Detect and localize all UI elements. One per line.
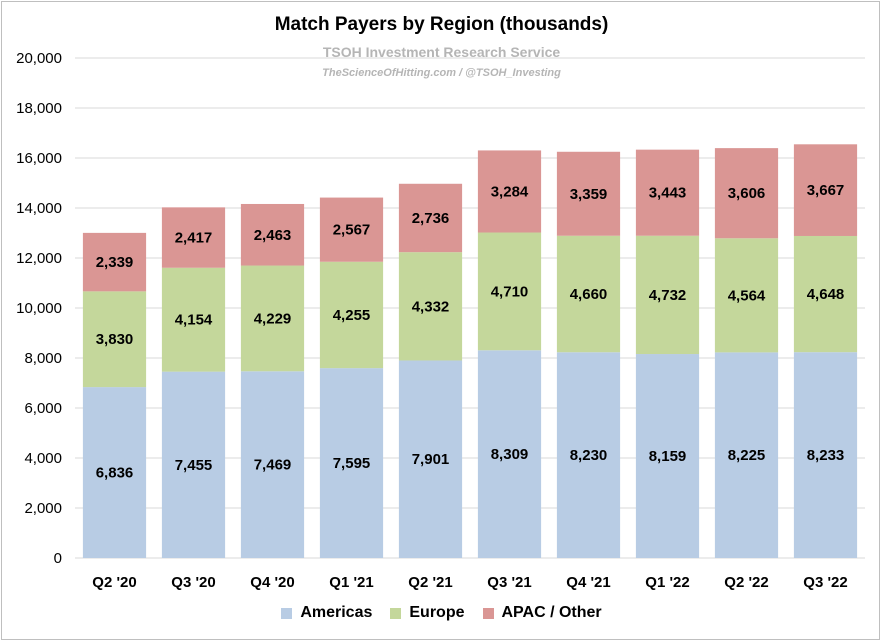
y-tick-label: 0 xyxy=(54,550,62,567)
bar-segment xyxy=(477,150,542,233)
data-label: 2,567 xyxy=(333,222,371,239)
legend-label-apac-other: APAC / Other xyxy=(501,604,602,621)
watermark-line-2: TheScienceOfHitting.com / @TSOH_Investin… xyxy=(322,67,561,79)
x-tick-label: Q3 '20 xyxy=(171,574,215,591)
data-label: 2,417 xyxy=(175,230,213,247)
x-tick-label: Q1 '22 xyxy=(645,574,689,591)
data-label: 8,230 xyxy=(570,447,608,464)
bar-segment xyxy=(319,368,384,558)
legend-swatch-europe xyxy=(390,607,402,619)
legend-label-europe: Europe xyxy=(409,604,465,621)
x-tick-label: Q2 '22 xyxy=(724,574,768,591)
x-tick-label: Q2 '21 xyxy=(408,574,452,591)
data-label: 4,660 xyxy=(570,286,608,303)
data-label: 3,606 xyxy=(728,185,766,202)
y-axis: 0 2,000 4,000 6,000 8,000 10,000 12,000 14,000 1… xyxy=(16,50,62,567)
data-label: 4,229 xyxy=(254,310,292,327)
bar-segment xyxy=(240,265,305,372)
bar-segment xyxy=(635,235,700,355)
data-label: 2,463 xyxy=(254,227,292,244)
data-label: 3,667 xyxy=(807,182,845,199)
y-tick-label: 16,000 xyxy=(16,150,62,167)
data-label: 4,648 xyxy=(807,286,845,303)
data-label: 2,736 xyxy=(412,210,450,227)
legend-label-americas: Americas xyxy=(300,604,373,621)
bar-segment xyxy=(82,232,147,292)
y-tick-label: 10,000 xyxy=(16,300,62,317)
watermark-line-1: TSOH Investment Research Service xyxy=(322,44,561,60)
y-tick-label: 2,000 xyxy=(24,500,62,517)
x-tick-label: Q4 '21 xyxy=(566,574,610,591)
bar-segment xyxy=(398,252,463,361)
data-label: 4,710 xyxy=(491,283,529,300)
bar-segment xyxy=(161,267,226,372)
bars: 6,836 3,830 2,339 7,455 4,154 2,417 7,469 4,229… xyxy=(82,144,858,558)
chart-title: Match Payers by Region (thousands) xyxy=(274,14,609,35)
x-axis: Q2 '20 Q3 '20 Q4 '20 Q1 '21 Q2 '21 Q3 '21 Q4 '… xyxy=(92,574,847,591)
bar-segment xyxy=(398,360,463,558)
data-label: 7,469 xyxy=(254,457,292,474)
data-label: 3,284 xyxy=(491,183,529,200)
legend-swatch-americas xyxy=(281,607,293,619)
data-label: 7,595 xyxy=(333,455,371,472)
data-label: 8,159 xyxy=(649,448,687,465)
data-label: 3,359 xyxy=(570,186,608,203)
data-label: 2,339 xyxy=(96,254,134,271)
bar-segment xyxy=(240,203,305,266)
x-tick-label: Q3 '21 xyxy=(487,574,531,591)
legend-item-apac-other: APAC / Other xyxy=(482,604,602,622)
bar-segment xyxy=(161,371,226,558)
bar-segment xyxy=(319,197,384,262)
y-tick-label: 12,000 xyxy=(16,250,62,267)
bar-segment xyxy=(556,352,621,558)
bar-segment xyxy=(477,350,542,558)
y-tick-label: 20,000 xyxy=(16,50,62,67)
x-tick-label: Q3 '22 xyxy=(803,574,847,591)
data-label: 4,564 xyxy=(728,287,766,304)
x-tick-label: Q4 '20 xyxy=(250,574,294,591)
legend-item-europe: Europe xyxy=(390,604,465,622)
bar-segment xyxy=(240,371,305,558)
y-tick-label: 18,000 xyxy=(16,100,62,117)
data-label: 4,154 xyxy=(175,312,213,329)
bar-segment xyxy=(635,354,700,558)
bar-segment xyxy=(556,235,621,353)
data-label: 6,836 xyxy=(96,465,134,482)
bar-segment xyxy=(82,387,147,558)
data-label: 7,455 xyxy=(175,457,213,474)
legend: Americas Europe APAC / Other xyxy=(0,604,883,622)
bar-segment xyxy=(635,149,700,236)
legend-item-americas: Americas xyxy=(281,604,372,622)
data-label: 4,255 xyxy=(333,307,371,324)
y-tick-label: 6,000 xyxy=(24,400,62,417)
data-label: 8,225 xyxy=(728,447,766,464)
bar-segment xyxy=(161,207,226,268)
y-tick-label: 4,000 xyxy=(24,450,62,467)
bar-segment xyxy=(793,352,858,558)
bar-segment xyxy=(477,232,542,351)
x-tick-label: Q2 '20 xyxy=(92,574,136,591)
data-label: 8,309 xyxy=(491,446,529,463)
bar-segment xyxy=(793,235,858,353)
bar-segment xyxy=(793,144,858,236)
bar-segment xyxy=(714,238,779,353)
bar-segment xyxy=(82,291,147,388)
legend-swatch-apac-other xyxy=(482,607,494,619)
bar-segment xyxy=(398,183,463,253)
bar-segment xyxy=(319,261,384,369)
data-label: 3,443 xyxy=(649,185,687,202)
x-tick-label: Q1 '21 xyxy=(329,574,373,591)
bar-segment xyxy=(556,151,621,236)
y-tick-label: 8,000 xyxy=(24,350,62,367)
y-tick-label: 14,000 xyxy=(16,200,62,217)
bar-segment xyxy=(714,352,779,558)
data-label: 7,901 xyxy=(412,451,450,468)
bar-segment xyxy=(714,148,779,239)
data-label: 8,233 xyxy=(807,447,845,464)
data-label: 3,830 xyxy=(96,331,134,348)
data-label: 4,732 xyxy=(649,287,687,304)
data-label: 4,332 xyxy=(412,298,450,315)
